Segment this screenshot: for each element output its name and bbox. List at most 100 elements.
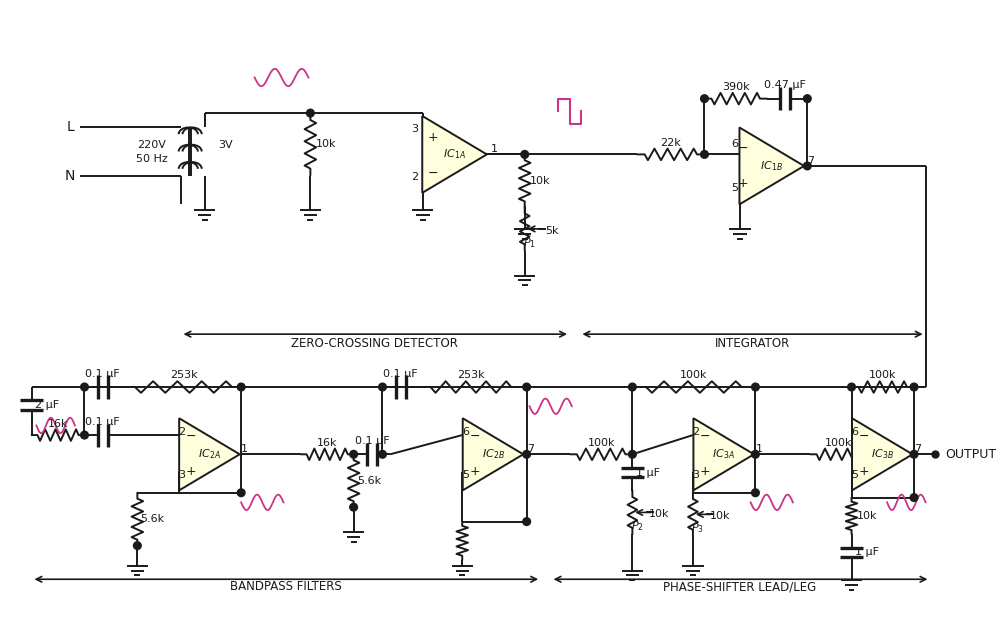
- Text: 2 μF: 2 μF: [35, 400, 59, 410]
- Polygon shape: [463, 418, 523, 490]
- Text: 1: 1: [755, 444, 762, 454]
- Text: 0.47 μF: 0.47 μF: [764, 80, 806, 90]
- Polygon shape: [422, 116, 487, 193]
- Circle shape: [629, 451, 636, 458]
- Text: ZERO-CROSSING DETECTOR: ZERO-CROSSING DETECTOR: [291, 337, 458, 351]
- Text: +: +: [700, 465, 711, 478]
- Text: 0.1 μF: 0.1 μF: [85, 417, 120, 426]
- Text: +: +: [186, 465, 196, 478]
- Text: 7: 7: [527, 444, 534, 454]
- Text: −: −: [700, 429, 711, 443]
- Circle shape: [350, 503, 357, 511]
- Text: 1 μF: 1 μF: [636, 468, 660, 478]
- Text: 3: 3: [178, 471, 185, 480]
- Text: 10k: 10k: [649, 510, 670, 520]
- Circle shape: [910, 383, 918, 391]
- Circle shape: [701, 95, 708, 103]
- Text: 5k: 5k: [545, 226, 558, 236]
- Text: 6: 6: [462, 427, 469, 437]
- Text: 10k: 10k: [315, 140, 336, 150]
- Text: 100k: 100k: [825, 438, 853, 448]
- Circle shape: [350, 451, 357, 458]
- Text: 7: 7: [914, 444, 921, 454]
- Text: IC$_{3B}$: IC$_{3B}$: [871, 448, 894, 461]
- Circle shape: [379, 383, 386, 391]
- Circle shape: [523, 451, 530, 458]
- Circle shape: [752, 383, 759, 391]
- Text: 2: 2: [178, 427, 185, 437]
- Text: L: L: [67, 120, 75, 135]
- Text: −: −: [859, 429, 869, 443]
- Text: 5: 5: [851, 471, 858, 480]
- Polygon shape: [693, 418, 754, 490]
- Text: +: +: [738, 177, 748, 190]
- Text: BANDPASS FILTERS: BANDPASS FILTERS: [230, 580, 342, 593]
- Text: 0.1 μF: 0.1 μF: [355, 436, 389, 446]
- Circle shape: [307, 109, 314, 117]
- Text: 6: 6: [731, 139, 738, 149]
- Circle shape: [521, 151, 529, 158]
- Circle shape: [523, 383, 530, 391]
- Polygon shape: [739, 128, 804, 204]
- Text: 10k: 10k: [857, 511, 877, 521]
- Text: IC$_{2B}$: IC$_{2B}$: [482, 448, 504, 461]
- Circle shape: [701, 151, 708, 158]
- Polygon shape: [179, 418, 240, 490]
- Circle shape: [848, 383, 855, 391]
- Text: −: −: [428, 167, 439, 180]
- Circle shape: [81, 431, 88, 439]
- Circle shape: [629, 383, 636, 391]
- Text: 5: 5: [462, 471, 469, 480]
- Circle shape: [803, 162, 811, 170]
- Text: 10k: 10k: [530, 176, 550, 186]
- Text: 6: 6: [851, 427, 858, 437]
- Text: 3V: 3V: [218, 140, 233, 150]
- Text: IC$_{2A}$: IC$_{2A}$: [198, 448, 221, 461]
- Text: −: −: [469, 429, 480, 443]
- Text: 100k: 100k: [869, 371, 897, 381]
- Circle shape: [910, 494, 918, 501]
- Text: 5: 5: [731, 183, 738, 193]
- Text: P$_1$: P$_1$: [523, 236, 536, 250]
- Text: 5.6k: 5.6k: [357, 476, 381, 486]
- Text: 10k: 10k: [710, 511, 730, 521]
- Circle shape: [237, 383, 245, 391]
- Text: 5.6k: 5.6k: [141, 514, 165, 524]
- Text: PHASE-SHIFTER LEAD/LEG: PHASE-SHIFTER LEAD/LEG: [663, 580, 817, 593]
- Text: 3: 3: [693, 471, 700, 480]
- Text: 2: 2: [411, 173, 418, 182]
- Text: P$_3$: P$_3$: [691, 521, 704, 535]
- Circle shape: [752, 489, 759, 496]
- Text: 22k: 22k: [660, 138, 681, 148]
- Circle shape: [803, 95, 811, 103]
- Text: 253k: 253k: [457, 371, 485, 381]
- Text: IC$_{1B}$: IC$_{1B}$: [760, 159, 783, 173]
- Circle shape: [523, 518, 530, 525]
- Text: N: N: [64, 168, 75, 183]
- Text: +: +: [428, 131, 439, 143]
- Text: 1 μF: 1 μF: [855, 547, 879, 557]
- Circle shape: [910, 451, 918, 458]
- Text: 16k: 16k: [48, 419, 68, 429]
- Text: 2: 2: [693, 427, 700, 437]
- Text: 253k: 253k: [170, 371, 197, 381]
- Polygon shape: [852, 418, 913, 490]
- Text: −: −: [186, 429, 196, 443]
- Text: OUTPUT: OUTPUT: [945, 448, 996, 461]
- Text: 16k: 16k: [317, 438, 337, 448]
- Circle shape: [237, 489, 245, 496]
- Text: +: +: [469, 465, 480, 478]
- Text: 50 Hz: 50 Hz: [136, 154, 168, 164]
- Text: 100k: 100k: [587, 438, 615, 448]
- Text: 1: 1: [241, 444, 248, 454]
- Text: IC$_{1A}$: IC$_{1A}$: [443, 148, 466, 162]
- Text: P$_2$: P$_2$: [631, 520, 644, 533]
- Circle shape: [134, 541, 141, 550]
- Text: 7: 7: [807, 156, 814, 166]
- Text: 3: 3: [411, 125, 418, 135]
- Text: 100k: 100k: [680, 371, 708, 381]
- Text: IC$_{3A}$: IC$_{3A}$: [712, 448, 735, 461]
- Circle shape: [379, 451, 386, 458]
- Text: 0.1 μF: 0.1 μF: [85, 369, 120, 379]
- Text: 390k: 390k: [722, 82, 750, 92]
